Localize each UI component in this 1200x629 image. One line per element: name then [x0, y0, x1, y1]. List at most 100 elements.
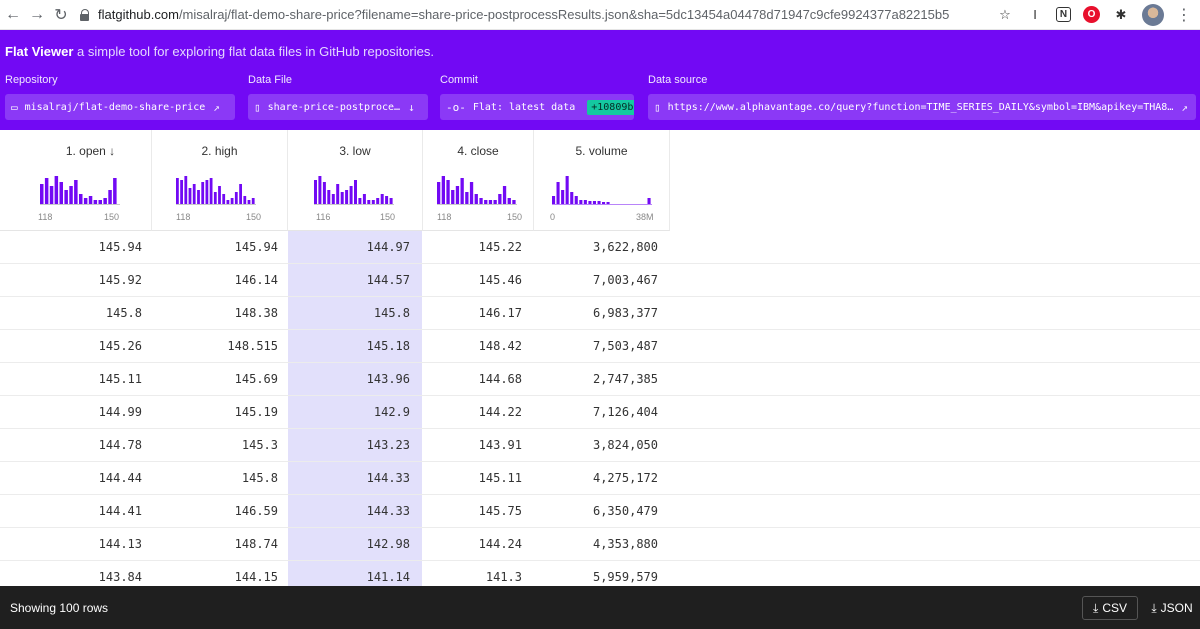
json-label: JSON [1160, 601, 1193, 615]
table-row[interactable]: 144.78 145.3 143.23 143.91 3,824,050 [0, 429, 1200, 462]
reload-icon[interactable]: ↻ [54, 6, 68, 24]
histogram-bar [358, 198, 362, 204]
histogram-bar [205, 180, 209, 204]
repository-selector[interactable]: ▭ misalraj/flat-demo-share-price ↗ [5, 94, 235, 120]
forward-icon[interactable]: → [29, 5, 45, 23]
cell-open: 145.94 [98, 240, 142, 254]
table-row[interactable]: 145.94 145.94 144.97 145.22 3,622,800 [0, 231, 1200, 264]
table-row[interactable]: 144.41 146.59 144.33 145.75 6,350,479 [0, 495, 1200, 528]
cell-volume: 3,622,800 [592, 240, 658, 254]
histogram-bar [184, 176, 188, 204]
table-row[interactable]: 144.44 145.8 144.33 145.11 4,275,172 [0, 462, 1200, 495]
histogram-bar [234, 192, 238, 204]
column-header-open[interactable]: 1. open ↓ 118 150 [0, 130, 152, 231]
commit-sha-badge: +10809b [587, 99, 634, 115]
cell-open: 144.41 [98, 504, 142, 518]
cell-close: 144.24 [478, 537, 522, 551]
column-header-high[interactable]: 2. high 118 150 [152, 130, 288, 231]
puzzle-icon[interactable]: ✱ [1115, 6, 1127, 22]
cell-volume: 3,824,050 [592, 438, 658, 452]
column-header-volume[interactable]: 5. volume 0 38M [534, 130, 670, 231]
column-header-close[interactable]: 4. close 118 150 [423, 130, 534, 231]
histogram-bar [389, 198, 393, 204]
download-csv-button[interactable]: ⤓ CSV [1082, 596, 1138, 620]
file-icon: ▯ [254, 100, 261, 114]
histogram-bar [176, 178, 179, 204]
histogram-bar [54, 176, 59, 204]
histogram-bar [561, 190, 565, 204]
extension-o-icon[interactable]: O [1083, 6, 1100, 23]
cell-open: 145.8 [105, 306, 142, 320]
table-row[interactable]: 145.26 148.515 145.18 148.42 7,503,487 [0, 330, 1200, 363]
histogram-bar [437, 182, 441, 204]
histogram-bar [583, 200, 587, 204]
histogram-bar [336, 184, 340, 204]
address-bar[interactable]: flatgithub.com/misalraj/flat-demo-share-… [80, 3, 949, 27]
histogram-bar [314, 180, 317, 204]
commit-selector[interactable]: -o- Flat: latest data +10809b [440, 94, 634, 120]
cell-close: 145.11 [478, 471, 522, 485]
datasource-link[interactable]: ▯ https://www.alphavantage.co/query?func… [648, 94, 1196, 120]
cell-open: 144.13 [98, 537, 142, 551]
histogram-bar [474, 194, 478, 204]
repository-label: Repository [5, 74, 58, 86]
axis-min: 116 [316, 212, 331, 222]
histogram-bar [488, 200, 493, 204]
extension-i-icon[interactable]: I [1033, 7, 1037, 22]
download-json-button[interactable]: ⤓ JSON [1146, 596, 1198, 620]
histogram-bar [192, 184, 196, 204]
cell-volume: 5,959,579 [592, 570, 658, 584]
histogram-bar [247, 200, 251, 204]
cell-high: 145.94 [234, 240, 278, 254]
histogram-bar [385, 196, 389, 204]
table-row[interactable]: 144.99 145.19 142.9 144.22 7,126,404 [0, 396, 1200, 429]
table-row[interactable]: 144.13 148.74 142.98 144.24 4,353,880 [0, 528, 1200, 561]
cell-close: 145.22 [478, 240, 522, 254]
histogram-bar [367, 200, 371, 204]
histogram-bar [40, 184, 44, 204]
external-link-icon[interactable]: ↗ [213, 100, 220, 114]
table-row[interactable]: 145.11 145.69 143.96 144.68 2,747,385 [0, 363, 1200, 396]
cell-low: 144.97 [366, 240, 410, 254]
datafile-label: Data File [248, 74, 293, 86]
histogram-low [314, 176, 393, 204]
repository-value: misalraj/flat-demo-share-price [24, 101, 206, 113]
cell-open: 145.11 [98, 372, 142, 386]
axis-min: 118 [437, 212, 452, 222]
kebab-menu-icon[interactable]: ⋮ [1176, 6, 1192, 24]
extension-n-icon[interactable]: N [1056, 7, 1071, 22]
cell-close: 145.75 [478, 504, 522, 518]
histogram-bar [331, 194, 335, 204]
browser-toolbar: ← → ↻ flatgithub.com/misalraj/flat-demo-… [0, 0, 1200, 30]
histogram-baseline [176, 204, 256, 205]
bookmark-star-icon[interactable]: ☆ [999, 6, 1011, 22]
external-link-icon[interactable]: ↗ [1181, 100, 1188, 114]
column-header-low[interactable]: 3. low 116 150 [288, 130, 423, 231]
histogram-bar [88, 196, 93, 204]
datasource-value: https://www.alphavantage.co/query?functi… [667, 101, 1174, 113]
cell-open: 144.99 [98, 405, 142, 419]
commit-icon: -o- [446, 100, 466, 114]
histogram-bar [222, 194, 226, 204]
datafile-selector[interactable]: ▯ share-price-postproce… ↓ [248, 94, 428, 120]
table-row[interactable]: 145.8 148.38 145.8 146.17 6,983,377 [0, 297, 1200, 330]
histogram-bar [362, 194, 366, 204]
tagline-text: a simple tool for exploring flat data fi… [77, 44, 434, 59]
avatar[interactable] [1142, 3, 1164, 26]
back-icon[interactable]: ← [5, 5, 21, 23]
histogram-bar [69, 186, 73, 204]
cell-close: 143.91 [478, 438, 522, 452]
table-row[interactable]: 143.84 144.15 141.14 141.3 5,959,579 [0, 561, 1200, 586]
histogram-bar [98, 200, 102, 204]
histogram-bar [602, 202, 606, 204]
histogram-bar [552, 196, 556, 204]
axis-max: 150 [104, 212, 120, 222]
cell-open: 145.26 [98, 339, 142, 353]
histogram-bar [349, 186, 353, 204]
table-row[interactable]: 145.92 146.14 144.57 145.46 7,003,467 [0, 264, 1200, 297]
histogram-bar [188, 188, 192, 204]
cell-high: 145.69 [234, 372, 278, 386]
cell-low: 145.8 [373, 306, 410, 320]
cell-high: 145.19 [234, 405, 278, 419]
histogram-bar [498, 194, 502, 204]
